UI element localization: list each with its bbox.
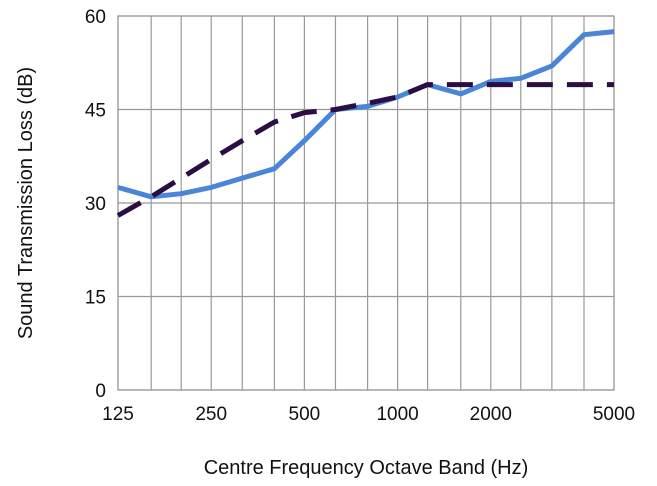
x-tick-label: 2000: [470, 404, 512, 425]
x-tick-label: 125: [102, 404, 134, 425]
series-layer: [116, 29, 615, 218]
x-tick-label: 5000: [593, 404, 635, 425]
x-tick-label: 500: [289, 404, 321, 425]
x-axis-title: Centre Frequency Octave Band (Hz): [204, 457, 529, 479]
x-tick-label: 1000: [376, 404, 418, 425]
y-axis-title: Sound Transmission Loss (dB): [15, 67, 37, 339]
y-tick-label: 45: [85, 101, 106, 122]
x-axis-tick-labels: 125 250 500 1000 2000 5000: [102, 404, 635, 425]
x-tick-label: 250: [195, 404, 227, 425]
y-tick-label: 30: [85, 194, 106, 215]
y-tick-label: 15: [85, 288, 106, 309]
dashed-series-line: [116, 82, 614, 218]
solid-series-line: [117, 29, 615, 200]
y-tick-label: 60: [85, 7, 106, 28]
y-axis-tick-labels: 0 15 30 45 60: [85, 7, 106, 402]
plot-area-frame: [117, 15, 615, 391]
y-tick-label: 0: [95, 381, 106, 402]
